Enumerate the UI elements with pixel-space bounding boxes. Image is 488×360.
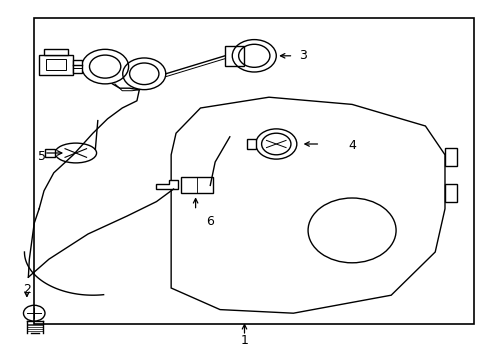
Text: 4: 4 — [347, 139, 355, 152]
Bar — [246, 139, 255, 149]
Bar — [444, 184, 456, 202]
Bar — [45, 149, 55, 157]
Bar — [444, 148, 456, 166]
Text: 6: 6 — [206, 215, 214, 228]
Bar — [46, 59, 66, 70]
Text: 5: 5 — [38, 150, 45, 163]
Text: 1: 1 — [240, 334, 248, 347]
Bar — [39, 55, 73, 75]
Text: 2: 2 — [23, 283, 31, 296]
PathPatch shape — [156, 180, 178, 189]
Bar — [34, 18, 473, 324]
Bar — [224, 46, 243, 66]
Bar — [73, 60, 82, 73]
Bar — [44, 49, 68, 55]
Bar — [181, 177, 212, 193]
Text: 3: 3 — [299, 49, 306, 62]
